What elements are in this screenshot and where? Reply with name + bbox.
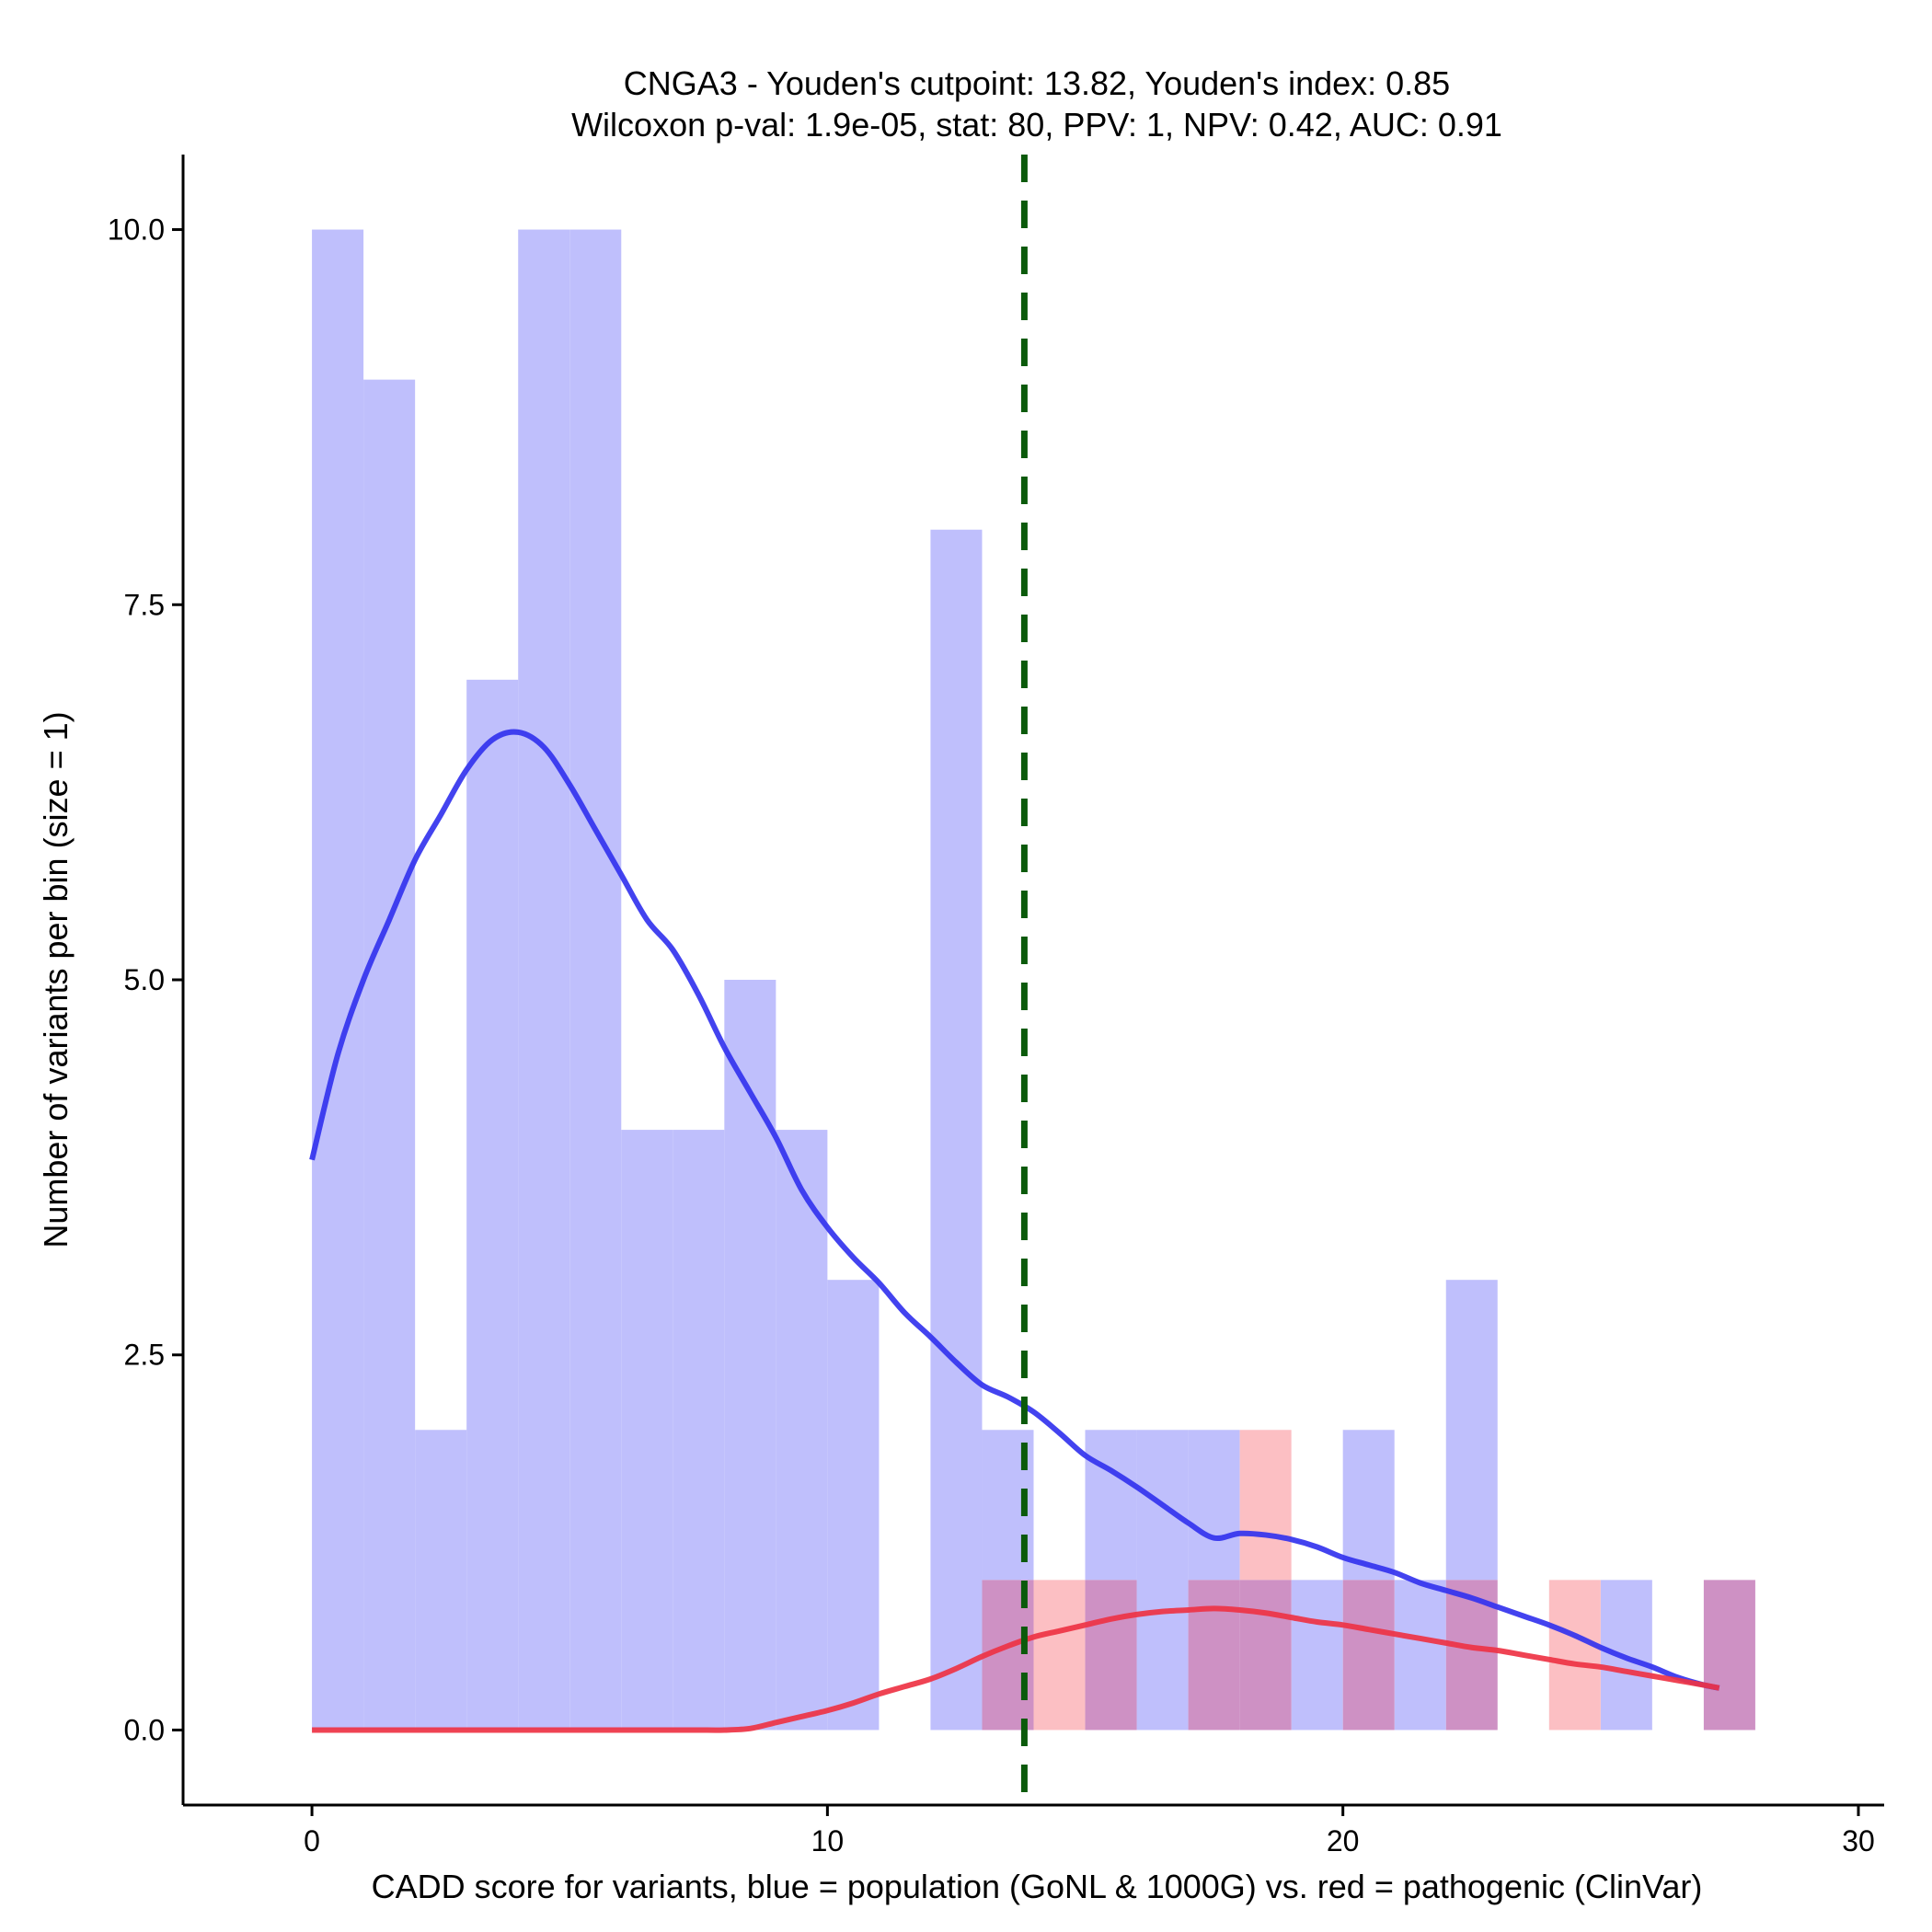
x-axis-ticks: 0 10 20 30 [304,1805,1875,1857]
population-bar-15 [1085,1430,1137,1581]
y-tick-label: 2.5 [124,1339,165,1372]
overlap-bar-17 [1188,1580,1240,1731]
x-tick-label: 30 [1842,1824,1875,1857]
population-bar-20 [1342,1430,1395,1581]
population-bar-7 [673,1130,725,1731]
overlap-bar-20 [1342,1580,1395,1731]
pathogenic-bars [1033,1430,1601,1731]
population-bar-3 [466,679,519,1731]
population-bar-19 [1291,1580,1343,1731]
y-tick-label: 5.0 [124,963,165,996]
population-bar-1 [363,379,416,1731]
x-tick-label: 20 [1327,1824,1360,1857]
population-bar-2 [415,1430,467,1731]
density-curves [309,729,1720,1733]
population-bar-12 [930,529,983,1731]
population-bars [312,229,1652,1731]
population-bar-0 [312,229,364,1731]
population-bar-17 [1188,1430,1240,1581]
population-bar-5 [569,229,622,1731]
y-axis-ticks: 0.0 2.5 5.0 7.5 10.0 [108,213,183,1746]
x-axis-label: CADD score for variants, blue = populati… [372,1868,1703,1905]
population-density-curve [309,729,1720,1691]
population-bar-21 [1394,1580,1446,1731]
pathogenic-bar-24 [1548,1580,1601,1731]
population-bar-9 [776,1130,828,1731]
overlap-bar-27 [1703,1580,1755,1731]
chart-title-line1: CNGA3 - Youden's cutpoint: 13.82, Youden… [624,64,1450,102]
overlap-bar-18 [1239,1580,1292,1731]
population-bar-16 [1136,1430,1189,1731]
population-bar-25 [1600,1580,1652,1731]
y-tick-label: 0.0 [124,1713,165,1746]
overlap-bars [982,1580,1755,1731]
chart-title-line2: Wilcoxon p-val: 1.9e-05, stat: 80, PPV: … [571,106,1502,144]
y-tick-label: 10.0 [108,213,165,247]
pathogenic-bar-14 [1033,1580,1086,1731]
x-tick-label: 10 [811,1824,845,1857]
population-bar-10 [827,1280,880,1731]
y-tick-label: 7.5 [124,588,165,621]
x-tick-label: 0 [304,1824,320,1857]
overlap-bar-15 [1085,1580,1137,1731]
pathogenic-density-curve [312,1605,1720,1733]
population-bar-6 [621,1130,673,1731]
population-bar-4 [518,229,570,1731]
pathogenic-bar-18 [1239,1430,1292,1581]
population-bar-8 [724,980,776,1731]
y-axis-label: Number of variants per bin (size = 1) [37,711,75,1248]
population-bar-22 [1445,1280,1498,1581]
